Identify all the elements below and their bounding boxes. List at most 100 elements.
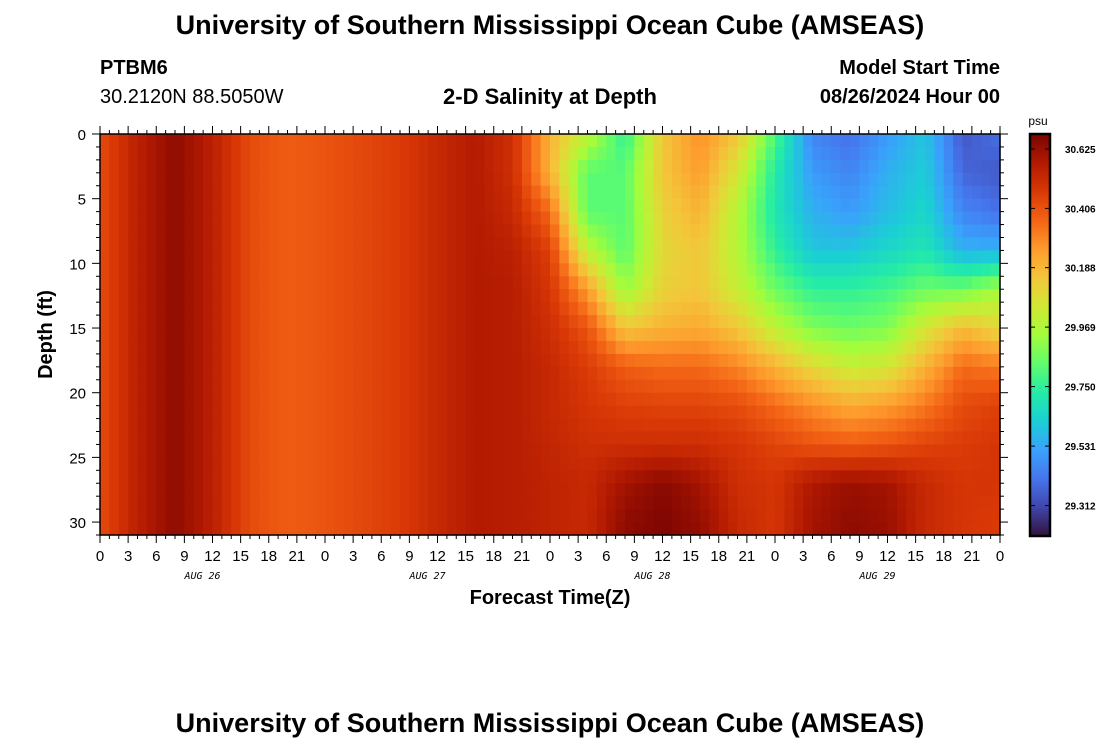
heatmap-cell [240,509,251,523]
heatmap-cell [653,457,664,471]
heatmap-cell [953,405,964,420]
heatmap-cell [137,405,148,420]
heatmap-cell [775,418,785,433]
heatmap-cell [587,405,598,420]
heatmap-cell [381,134,392,148]
heatmap-cell [475,134,485,148]
heatmap-cell [681,405,692,420]
heatmap-cell [531,392,542,407]
heatmap-cell [775,522,785,536]
heatmap-cell [137,366,148,381]
heatmap-cell [128,224,139,239]
heatmap-cell [690,328,701,342]
heatmap-cell [484,392,495,407]
heatmap-cell [793,289,804,303]
heatmap-cell [109,276,120,290]
heatmap-cell [212,224,223,239]
heatmap-cell [268,340,279,355]
heatmap-cell [990,522,1001,536]
heatmap-cell [531,457,542,471]
heatmap-cell [362,405,373,420]
heatmap-cell [503,340,514,355]
heatmap-cell [484,418,495,433]
heatmap-cell [821,328,832,342]
heatmap-cell [296,483,307,497]
heatmap-cell [859,159,870,174]
heatmap-cell [521,276,532,290]
heatmap-cell [981,211,992,226]
heatmap-cell [362,198,373,213]
heatmap-cell [793,483,804,497]
heatmap-cell [512,496,523,510]
heatmap-cell [512,211,523,226]
heatmap-cell [690,457,701,471]
heatmap-cell [306,159,317,174]
heatmap-cell [812,418,823,433]
heatmap-cell [184,353,195,368]
heatmap-cell [850,392,860,407]
heatmap-cell [334,276,345,290]
heatmap-cell [578,457,589,471]
heatmap-cell [418,159,429,174]
y-tick-label: 30 [69,515,86,532]
heatmap-cell [596,315,607,329]
heatmap-cell [981,289,992,303]
y-tick-label: 25 [69,450,86,467]
heatmap-cell [625,185,635,200]
heatmap-cell [896,509,907,523]
heatmap-cell [662,522,673,536]
heatmap-cell [596,276,607,290]
heatmap-cell [578,263,589,277]
heatmap-cell [615,289,626,303]
heatmap-cell [531,353,542,368]
heatmap-cell [821,366,832,381]
heatmap-cell [850,172,860,187]
heatmap-cell [868,211,879,226]
heatmap-cell [212,315,223,329]
heatmap-cell [887,146,898,161]
heatmap-cell [915,134,926,148]
heatmap-cell [287,509,298,523]
heatmap-cell [953,366,964,381]
heatmap-cell [503,159,514,174]
colorbar-tick-label: 30.625 [1065,145,1096,156]
heatmap-cell [831,392,842,407]
heatmap-cell [409,159,420,174]
heatmap-cell [278,315,289,329]
heatmap-cell [850,198,860,213]
heatmap-cell [906,366,917,381]
heatmap-cell [128,366,139,381]
colorbar: psu30.62530.40630.18829.96929.75029.5312… [1028,114,1096,538]
heatmap-cell [925,483,935,497]
heatmap-cell [746,172,757,187]
heatmap-cell [428,185,439,200]
heatmap-cell [315,134,326,148]
heatmap-cell [390,457,401,471]
heatmap-cell [540,457,551,471]
heatmap-cell [840,522,851,536]
heatmap-cell [362,172,373,187]
heatmap-cell [146,418,157,433]
heatmap-cell [896,522,907,536]
heatmap-cell [137,340,148,355]
heatmap-cell [756,522,767,536]
heatmap-cell [859,496,870,510]
heatmap-cell [559,263,570,277]
heatmap-cell [925,185,935,200]
heatmap-cell [775,328,785,342]
heatmap-cell [334,159,345,174]
heatmap-cell [165,418,176,433]
heatmap-cell [540,198,551,213]
heatmap-cell [971,418,982,433]
heatmap-cell [971,457,982,471]
heatmap-cell [681,457,692,471]
heatmap-cell [456,224,467,239]
heatmap-cell [325,483,335,497]
heatmap-cell [193,263,204,277]
heatmap-cell [681,185,692,200]
heatmap-cell [156,328,167,342]
heatmap-cell [371,457,382,471]
heatmap-cell [671,340,682,355]
heatmap-cell [615,470,626,484]
heatmap-cell [578,146,589,161]
